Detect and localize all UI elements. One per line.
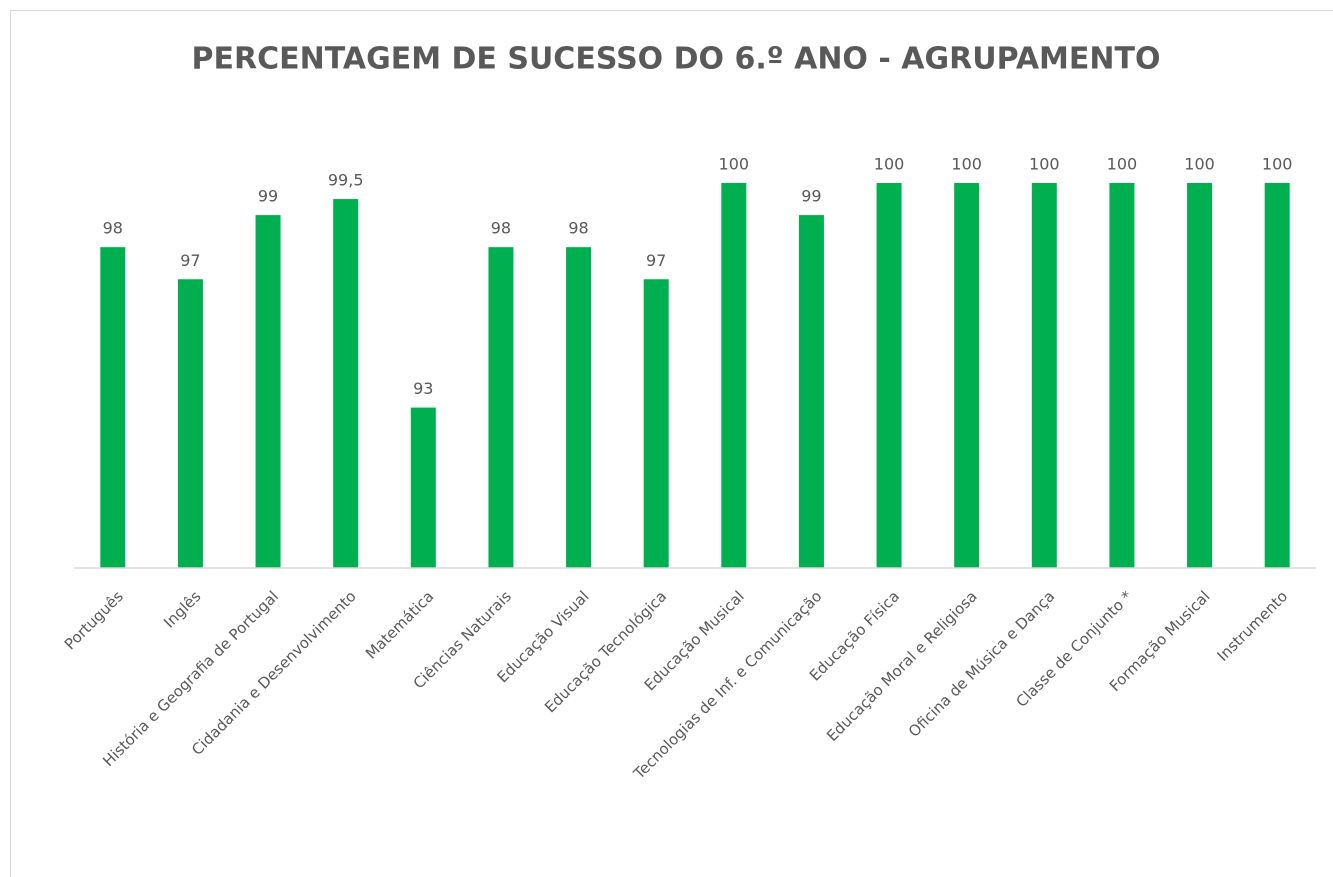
data-label: 100 xyxy=(719,155,750,174)
bar xyxy=(876,183,902,568)
data-label: 100 xyxy=(1184,155,1215,174)
bar xyxy=(566,247,592,568)
bar xyxy=(1109,183,1135,568)
bar xyxy=(333,199,359,568)
bar xyxy=(954,183,980,568)
bar xyxy=(177,279,203,568)
bar xyxy=(1031,183,1057,568)
bar xyxy=(1187,183,1213,568)
data-label: 98 xyxy=(568,219,588,238)
data-label: 93 xyxy=(413,379,433,398)
bar xyxy=(100,247,126,568)
data-label: 100 xyxy=(1107,155,1138,174)
data-label: 97 xyxy=(180,251,200,270)
bar xyxy=(255,215,281,569)
chart-title: PERCENTAGEM DE SUCESSO DO 6.º ANO - AGRU… xyxy=(192,42,1161,77)
bar xyxy=(1264,183,1290,568)
data-label: 98 xyxy=(491,219,511,238)
data-label: 100 xyxy=(874,155,905,174)
bar xyxy=(721,183,747,568)
data-label: 99 xyxy=(801,187,821,206)
data-label: 100 xyxy=(1262,155,1293,174)
data-label: 100 xyxy=(951,155,982,174)
data-label: 100 xyxy=(1029,155,1060,174)
data-label: 99 xyxy=(258,187,278,206)
bar xyxy=(798,215,824,569)
data-label: 99,5 xyxy=(328,171,364,190)
bar xyxy=(488,247,514,568)
bar xyxy=(643,279,669,568)
data-label: 98 xyxy=(103,219,123,238)
bar xyxy=(410,407,436,568)
data-label: 97 xyxy=(646,251,666,270)
